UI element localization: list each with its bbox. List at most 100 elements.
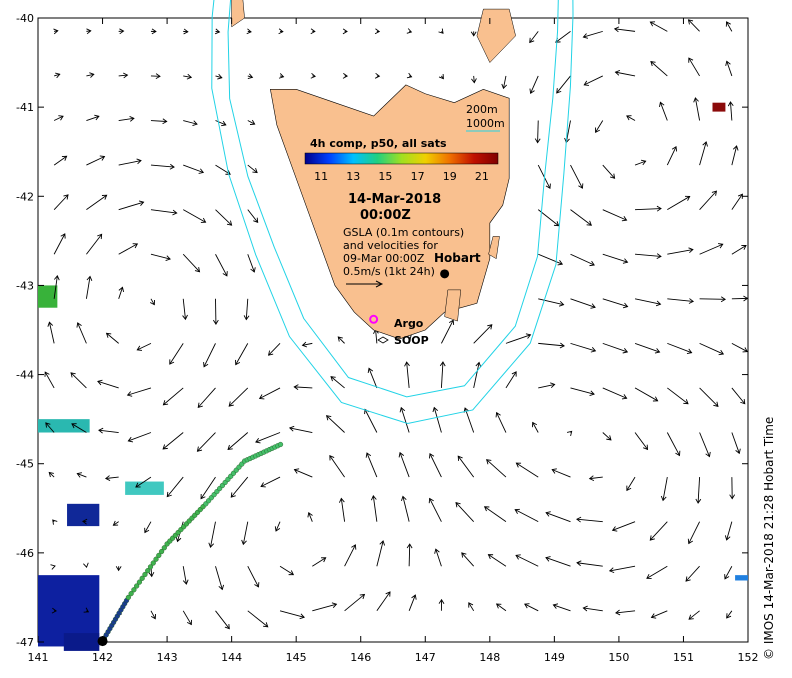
arrow-head xyxy=(365,452,372,458)
velocity-arrow xyxy=(441,319,455,344)
arrow-head xyxy=(483,506,490,512)
arrow-head xyxy=(370,495,377,501)
x-tick-label: 147 xyxy=(415,651,436,664)
velocity-arrow xyxy=(136,342,152,351)
velocity-arrow xyxy=(471,75,477,84)
velocity-arrow xyxy=(602,164,616,179)
arrow-head xyxy=(688,298,695,304)
arrow-shaft xyxy=(372,495,378,522)
arrow-head xyxy=(448,319,455,325)
velocity-arrow xyxy=(428,497,442,522)
velocity-arrow xyxy=(376,591,391,612)
velocity-arrow xyxy=(183,209,207,223)
info-line-2: and velocities for xyxy=(343,239,438,252)
scale-arrow-head xyxy=(375,280,384,288)
arrow-shaft xyxy=(45,422,55,433)
velocity-arrow xyxy=(731,432,741,455)
velocity-arrow xyxy=(97,379,119,389)
arrow-shaft xyxy=(595,120,604,133)
velocity-arrow xyxy=(602,209,628,222)
arrow-head xyxy=(551,468,557,474)
arrow-head xyxy=(559,342,565,349)
arrow-shaft xyxy=(247,610,269,628)
arrow-shaft xyxy=(699,141,707,166)
velocity-arrow xyxy=(514,508,539,523)
arrow-shaft xyxy=(514,509,539,523)
arrow-head xyxy=(162,444,168,450)
arrow-shaft xyxy=(182,566,187,585)
arrow-head xyxy=(718,243,724,249)
arrow-shaft xyxy=(473,75,475,83)
arrow-head xyxy=(293,468,300,474)
velocity-arrow xyxy=(208,521,216,549)
velocity-arrow xyxy=(725,60,733,77)
arrow-head xyxy=(475,361,482,368)
arrow-shaft xyxy=(340,498,346,522)
arrow-head xyxy=(51,607,57,614)
arrow-shaft xyxy=(329,455,345,478)
arrow-shaft xyxy=(86,234,103,255)
velocity-arrow xyxy=(614,70,636,77)
velocity-arrow xyxy=(342,72,348,79)
velocity-arrow xyxy=(649,21,668,32)
velocity-arrow xyxy=(118,286,125,299)
arrow-head xyxy=(166,491,172,498)
arrow-shaft xyxy=(731,193,743,210)
velocity-arrow xyxy=(329,455,345,478)
arrow-shaft xyxy=(694,97,701,121)
arrow-head xyxy=(105,332,112,338)
velocity-arrow xyxy=(505,333,532,344)
arrow-head xyxy=(524,603,530,609)
arrow-shaft xyxy=(86,73,94,77)
velocity-arrow xyxy=(473,324,493,344)
arrow-head xyxy=(337,336,343,342)
velocity-arrow xyxy=(570,164,584,189)
velocity-arrow xyxy=(374,72,381,79)
arrow-head xyxy=(470,31,477,37)
arrow-shaft xyxy=(505,371,517,389)
arrow-shaft xyxy=(602,342,628,353)
arrow-head xyxy=(63,194,69,200)
velocity-arrow xyxy=(731,145,739,166)
arrow-shaft xyxy=(337,336,345,344)
arrow-shaft xyxy=(524,603,539,612)
velocity-arrow xyxy=(183,164,205,174)
arrow-head xyxy=(288,425,295,432)
velocity-arrow xyxy=(342,28,348,35)
arrow-shaft xyxy=(408,594,416,611)
arrow-shaft xyxy=(215,164,231,175)
arrow-shaft xyxy=(203,343,216,367)
soop-point xyxy=(153,556,159,562)
arrow-shaft xyxy=(279,610,305,618)
arrow-shaft xyxy=(215,610,230,629)
soop-label: SOOP xyxy=(394,334,429,347)
arrow-head xyxy=(192,120,198,126)
arrow-shaft xyxy=(609,565,636,572)
arrow-shaft xyxy=(602,432,612,441)
arrow-shaft xyxy=(183,75,192,78)
arrow-head xyxy=(172,209,178,216)
velocity-arrow xyxy=(699,296,726,303)
soop-point xyxy=(147,564,154,570)
arrow-shaft xyxy=(731,245,747,255)
arrow-shaft xyxy=(496,603,507,612)
island xyxy=(444,289,462,322)
arrow-head xyxy=(148,571,155,578)
arrow-head xyxy=(94,114,100,121)
island xyxy=(488,236,500,260)
velocity-arrow xyxy=(576,560,603,567)
arrow-shaft xyxy=(570,387,595,395)
velocity-arrow xyxy=(699,141,708,166)
arrow-head xyxy=(99,155,106,161)
velocity-arrow xyxy=(529,31,539,44)
arrow-shaft xyxy=(666,432,680,456)
velocity-arrow xyxy=(135,476,152,488)
tasmania-land xyxy=(231,0,516,340)
velocity-arrow xyxy=(582,605,603,612)
arrow-head xyxy=(118,286,125,293)
arrow-shaft xyxy=(468,602,475,612)
arrow-shaft xyxy=(247,164,258,173)
arrow-head xyxy=(212,319,219,325)
arrow-head xyxy=(655,300,662,307)
arrow-head xyxy=(688,247,694,254)
